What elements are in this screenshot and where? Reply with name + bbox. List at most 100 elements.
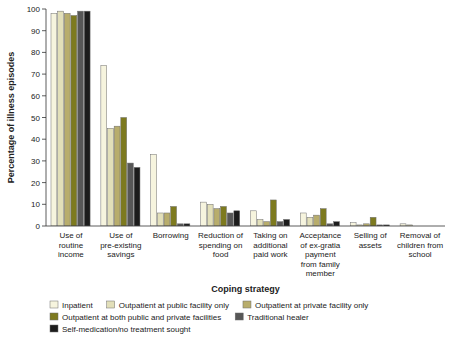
label-line: Selling of (354, 231, 388, 240)
legend-swatch (243, 301, 251, 308)
legend-swatch (50, 313, 58, 320)
legend-label: Outpatient at public facility only (119, 301, 229, 310)
bar (64, 13, 70, 226)
label-line: Reduction of (198, 231, 244, 240)
y-tick (42, 117, 46, 118)
label-line: Removal of (400, 231, 441, 240)
bar (314, 215, 320, 226)
y-tick-label: 40 (31, 135, 40, 144)
bar (114, 126, 120, 226)
y-tick-label: 30 (31, 157, 40, 166)
label-line: children from (397, 241, 444, 250)
label-line: of ex-gratia (300, 241, 341, 250)
bar (284, 219, 290, 226)
bar (207, 204, 213, 226)
label-line: additional (253, 241, 287, 250)
label-line: from family (301, 260, 340, 269)
y-tick-label: 10 (31, 200, 40, 209)
x-tick-label: Borrowing (153, 231, 189, 240)
label-line: payment (305, 250, 336, 259)
label-line: Taking on (253, 231, 287, 240)
x-tick-label: Selling ofassets (354, 231, 388, 250)
legend-label: Self-medication/no treatment sought (62, 325, 191, 334)
label-line: Use of (59, 231, 83, 240)
bar (157, 213, 163, 226)
x-axis-label: Coping strategy (211, 284, 280, 294)
bar (227, 213, 233, 226)
label-line: Use of (109, 231, 133, 240)
y-tick (42, 30, 46, 31)
bar (250, 211, 256, 226)
label-line: Borrowing (153, 231, 189, 240)
bar (164, 213, 170, 226)
bar (234, 211, 240, 226)
y-tick-label: 80 (31, 48, 40, 57)
bar (214, 209, 220, 226)
bar (277, 222, 283, 226)
legend-label: Inpatient (62, 301, 93, 310)
label-line: savings (107, 250, 134, 259)
y-tick-label: 20 (31, 179, 40, 188)
bar (350, 223, 356, 226)
bar (264, 222, 270, 226)
bar (370, 217, 376, 226)
y-axis-label: Percentage of illness episodes (6, 52, 16, 184)
x-tick-label: Reduction ofspending onfood (198, 231, 244, 259)
bar (134, 167, 140, 226)
y-tick-label: 50 (31, 114, 40, 123)
y-tick (42, 95, 46, 96)
y-tick-label: 100 (27, 5, 41, 14)
chart: 0 10 20 30 40 50 60 70 80 90 100 Percentage of illn… (0, 0, 450, 357)
label-line: member (306, 269, 336, 278)
label-line: assets (359, 241, 382, 250)
label-line: income (58, 250, 84, 259)
bar (108, 128, 114, 226)
label-line: pre-existing (100, 241, 141, 250)
y-tick (42, 160, 46, 161)
x-axis (46, 226, 445, 227)
y-tick (42, 139, 46, 140)
bar (71, 16, 77, 226)
label-line: spending on (199, 241, 243, 250)
legend-swatch (107, 301, 115, 308)
bar (334, 222, 340, 226)
y-tick (42, 9, 46, 10)
x-tick-label: Use ofpre-existingsavings (100, 231, 141, 259)
bar (320, 209, 326, 226)
label-line: Acceptance (299, 231, 341, 240)
legend-label: Traditional healer (247, 313, 309, 322)
bars (51, 11, 413, 226)
label-line: paid work (253, 250, 288, 259)
bar (121, 118, 127, 227)
legend-label: Outpatient at both public and private fa… (62, 313, 221, 322)
x-tick-label: Taking onadditionalpaid work (253, 231, 288, 259)
bar (257, 219, 263, 226)
x-tick-label: Use ofroutineincome (58, 231, 84, 259)
legend-swatch (50, 301, 58, 308)
legend-label: Outpatient at private facility only (255, 301, 368, 310)
y-tick-label: 0 (36, 222, 41, 231)
y-tick-label: 90 (31, 27, 40, 36)
x-tick-label: Removal ofchildren fromschool (397, 231, 444, 259)
bar (78, 11, 84, 226)
bar (151, 154, 157, 226)
y-tick (42, 204, 46, 205)
y-tick (42, 226, 46, 227)
bar (221, 206, 227, 226)
legend-swatch (50, 325, 58, 332)
y-tick (42, 52, 46, 53)
bar (300, 213, 306, 226)
bar (101, 65, 107, 226)
y-tick (42, 182, 46, 183)
label-line: routine (59, 241, 84, 250)
bar (171, 206, 177, 226)
y-tick-label: 70 (31, 70, 40, 79)
bar (307, 217, 313, 226)
legend-swatch (235, 313, 243, 320)
y-tick-label: 60 (31, 92, 40, 101)
bar (58, 11, 64, 226)
bar (270, 200, 276, 226)
y-tick (42, 74, 46, 75)
x-tick-label: Acceptanceof ex-gratiapaymentfrom family… (299, 231, 341, 278)
bar (127, 163, 133, 226)
